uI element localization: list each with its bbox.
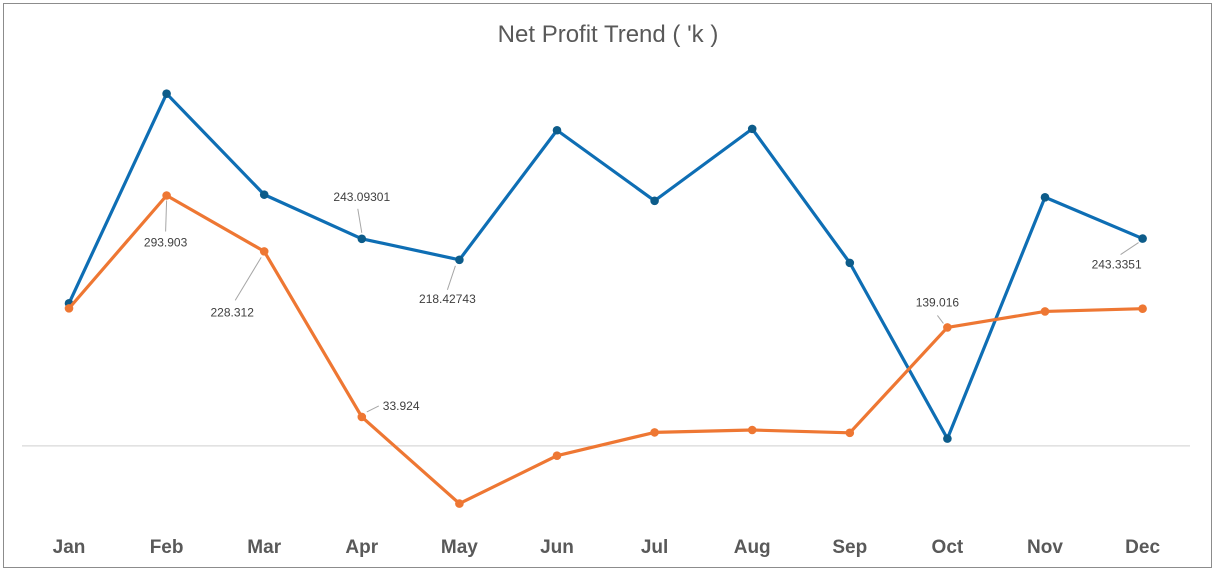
- x-tick-label: Jul: [641, 537, 668, 558]
- x-tick-label: Jun: [540, 537, 574, 558]
- series-2-point-sep: [845, 428, 855, 438]
- data-label-leader: [937, 315, 944, 324]
- series-1-point-jul: [650, 196, 659, 206]
- data-label: 139.016: [916, 295, 960, 309]
- data-label: 218.42743: [419, 292, 476, 306]
- data-label-leader: [366, 405, 380, 413]
- data-label: 243.3351: [1092, 258, 1142, 272]
- x-tick-label: Oct: [932, 537, 964, 558]
- x-tick-label: Apr: [345, 537, 378, 558]
- x-tick-label: Aug: [734, 537, 771, 558]
- series-2-line: [67, 193, 1145, 506]
- series-1-point-jun: [552, 125, 562, 135]
- series-2-point-feb: [162, 191, 171, 200]
- series-1-point-aug: [747, 124, 757, 134]
- series-1-point-may: [455, 255, 464, 265]
- data-label-layer: 243.09301 218.42743 243.3351 293.903 228.312…: [144, 190, 1142, 413]
- series-2-point-mar: [259, 247, 269, 256]
- series-2-point-apr: [357, 412, 367, 422]
- x-tick-label: Jan: [53, 537, 86, 558]
- x-tick-label: May: [441, 537, 478, 558]
- x-tick-label: Mar: [247, 537, 281, 558]
- series-2-point-nov: [1040, 307, 1050, 316]
- data-label: 243.09301: [333, 190, 390, 204]
- series-1-point-mar: [259, 190, 269, 199]
- data-label: 33.924: [383, 399, 420, 413]
- series-2-point-may: [455, 499, 464, 508]
- series-1-point-apr: [357, 234, 367, 244]
- series-2-point-jun: [552, 451, 562, 460]
- x-tick-label: Dec: [1125, 537, 1160, 558]
- series-1-point-feb: [162, 89, 171, 98]
- data-label: 293.903: [144, 235, 188, 249]
- series-2-point-jul: [650, 428, 659, 437]
- series-2-point-aug: [747, 425, 757, 435]
- data-label-leader: [446, 265, 456, 290]
- data-label-leader: [357, 208, 363, 233]
- series-1-point-oct: [943, 434, 952, 443]
- data-label-leader: [234, 257, 262, 301]
- series-2-point-jan: [64, 304, 74, 313]
- data-label-leader: [1120, 242, 1139, 255]
- series-1-line: [67, 92, 1145, 441]
- series-1-point-sep: [845, 258, 855, 268]
- x-tick-label: Sep: [832, 537, 867, 558]
- series-2-point-oct: [943, 323, 952, 332]
- chart-title: Net Profit Trend ( 'k ): [498, 21, 719, 48]
- x-tick-label: Feb: [150, 537, 184, 558]
- x-tick-label: Nov: [1027, 537, 1063, 558]
- data-label: 228.312: [211, 305, 255, 319]
- series-1-point-nov: [1040, 192, 1050, 202]
- data-label-leader: [165, 200, 168, 232]
- series-1-point-dec: [1138, 234, 1147, 243]
- x-axis-ticks: Jan Feb Mar Apr May Jun Jul Aug Sep Oct Nov Dec: [53, 537, 1161, 558]
- series-layer: [64, 89, 1147, 508]
- series-2-point-dec: [1138, 304, 1147, 314]
